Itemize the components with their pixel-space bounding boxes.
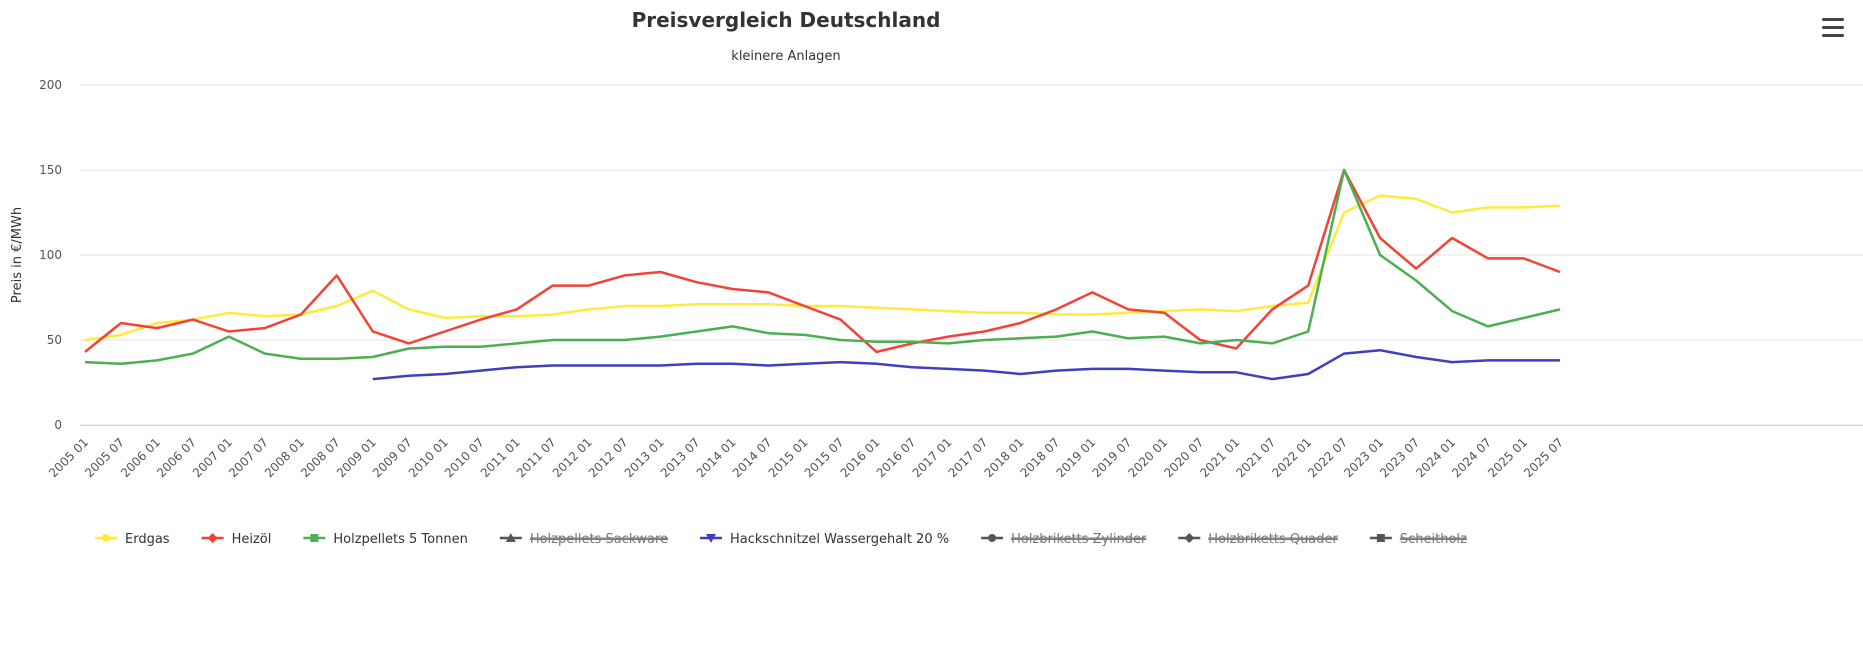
y-tick-label: 0 — [54, 418, 62, 432]
legend-label: Holzbriketts Zylinder — [1011, 532, 1147, 547]
chart-title: Preisvergleich Deutschland — [632, 8, 941, 32]
legend-symbol — [1376, 534, 1385, 542]
menu-bar — [1822, 18, 1844, 21]
legend-item[interactable]: Holzpellets Sackware — [499, 532, 669, 547]
legend-symbol — [505, 533, 516, 542]
legend-label: Holzbriketts Quader — [1208, 532, 1338, 547]
legend-symbol — [988, 534, 997, 542]
legend-symbol — [310, 534, 319, 542]
legend-item[interactable]: Holzpellets 5 Tonnen — [303, 532, 468, 547]
y-tick-label: 50 — [47, 333, 62, 347]
legend-item[interactable]: Holzbriketts Quader — [1178, 532, 1339, 547]
legend-label: Hackschnitzel Wassergehalt 20 % — [730, 532, 949, 547]
y-tick-label: 150 — [39, 163, 62, 177]
menu-bar — [1822, 34, 1844, 37]
x-tick-label: 2025 07 — [1521, 435, 1566, 480]
y-tick-label: 100 — [39, 248, 62, 262]
series-line — [84, 168, 1561, 366]
legend-item[interactable]: Erdgas — [95, 532, 170, 547]
legend-symbol — [1184, 533, 1195, 543]
legend-label: Holzpellets 5 Tonnen — [333, 532, 467, 547]
legend-item[interactable]: Holzbriketts Zylinder — [981, 532, 1147, 547]
series-line — [372, 348, 1560, 381]
legend-item[interactable]: Hackschnitzel Wassergehalt 20 % — [700, 532, 949, 547]
legend-label: Erdgas — [125, 532, 170, 547]
legend-label: Scheitholz — [1400, 532, 1467, 547]
menu-bar — [1822, 26, 1844, 29]
legend-item[interactable]: Scheitholz — [1369, 532, 1467, 547]
y-axis-label: Preis in €/MWh — [10, 207, 25, 303]
y-tick-label: 200 — [39, 78, 62, 92]
menu-button[interactable] — [1815, 16, 1849, 44]
legend-symbol — [102, 534, 110, 542]
series-line — [84, 168, 1561, 354]
legend-label: Holzpellets Sackware — [530, 532, 668, 547]
chart-subtitle: kleinere Anlagen — [731, 49, 840, 64]
legend-label: Heizöl — [232, 532, 272, 547]
legend-symbol — [706, 534, 717, 543]
legend-item[interactable]: Heizöl — [201, 532, 272, 547]
series-line — [84, 194, 1561, 342]
legend-symbol — [207, 533, 218, 543]
